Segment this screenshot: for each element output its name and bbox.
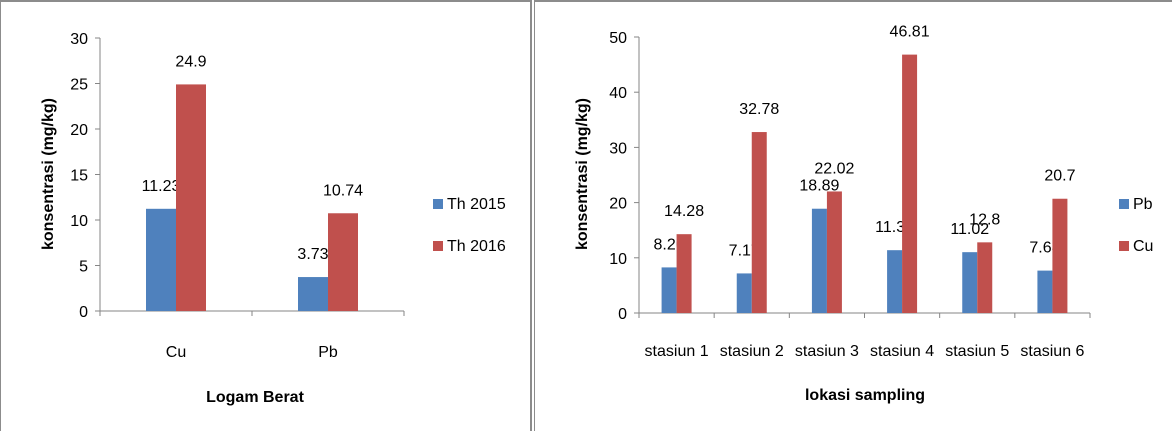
legend-swatch bbox=[433, 241, 443, 251]
y-axis-title: konsentrasi (mg/kg) bbox=[40, 98, 57, 250]
y-tick-label: 15 bbox=[70, 168, 88, 185]
bar-pb bbox=[736, 273, 752, 313]
legend-swatch bbox=[433, 199, 443, 209]
bar-cu bbox=[1052, 198, 1068, 313]
bar-th-2015 bbox=[146, 208, 176, 311]
legend-swatch bbox=[1119, 241, 1129, 251]
chart-panel-left: 0 5 10 15 20 25 30 Cu 11.23 24.9 Pb 3.73 10.74 Logam … bbox=[0, 0, 532, 431]
data-label: 3.73 bbox=[297, 246, 328, 263]
bar-th-2015 bbox=[298, 277, 328, 311]
x-category-label: stasiun 5 bbox=[945, 343, 1009, 360]
data-label: 10.74 bbox=[323, 182, 363, 199]
legend-label: Cu bbox=[1133, 238, 1153, 255]
data-label: 14.28 bbox=[664, 203, 704, 220]
bar-cu bbox=[676, 234, 692, 313]
y-axis-title: konsentrasi (mg/kg) bbox=[574, 98, 591, 250]
x-category-label: stasiun 4 bbox=[870, 343, 934, 360]
x-category-label: stasiun 1 bbox=[645, 343, 709, 360]
bar-cu bbox=[751, 132, 767, 313]
data-label: 32.78 bbox=[739, 101, 779, 118]
bar-pb bbox=[962, 252, 978, 313]
data-label: 11.02 bbox=[950, 221, 989, 238]
bar-pb bbox=[1037, 270, 1053, 313]
data-label: 20.7 bbox=[1044, 168, 1075, 185]
legend-label: Pb bbox=[1133, 196, 1153, 213]
x-axis-title: lokasi sampling bbox=[805, 387, 925, 404]
chart-left-svg: 0 5 10 15 20 25 30 Cu 11.23 24.9 Pb 3.73 10.74 Logam … bbox=[40, 31, 506, 406]
x-category-label: Cu bbox=[166, 344, 186, 361]
y-tick-label: 40 bbox=[609, 85, 627, 102]
x-category-label: stasiun 6 bbox=[1020, 343, 1084, 360]
y-tick-label: 30 bbox=[609, 140, 627, 157]
bar-pb bbox=[887, 250, 903, 313]
y-tick-label: 10 bbox=[609, 251, 627, 268]
y-tick-label: 0 bbox=[79, 304, 88, 321]
y-tick-label: 20 bbox=[70, 122, 88, 139]
x-category-label: stasiun 2 bbox=[720, 343, 784, 360]
bar-cu bbox=[826, 191, 842, 313]
legend-swatch bbox=[1119, 199, 1129, 209]
y-tick-label: 0 bbox=[618, 306, 627, 323]
y-tick-label: 10 bbox=[70, 213, 88, 230]
bar-cu bbox=[977, 242, 993, 313]
legend-label: Th 2016 bbox=[447, 238, 506, 255]
data-label: 18.89 bbox=[799, 178, 839, 195]
bar-pb bbox=[661, 267, 677, 313]
data-label: 11.23 bbox=[142, 178, 181, 195]
y-tick-label: 5 bbox=[79, 259, 88, 276]
y-tick-label: 50 bbox=[609, 30, 627, 47]
y-tick-label: 20 bbox=[609, 196, 627, 213]
data-label: 24.9 bbox=[175, 53, 206, 70]
y-tick-label: 25 bbox=[70, 77, 88, 94]
y-tick-label: 30 bbox=[70, 31, 88, 48]
bar-th-2016 bbox=[176, 84, 206, 311]
data-label: 46.81 bbox=[890, 24, 930, 41]
data-label: 22.02 bbox=[814, 160, 854, 177]
legend-label: Th 2015 bbox=[447, 196, 506, 213]
x-category-label: Pb bbox=[318, 344, 338, 361]
bar-pb bbox=[811, 208, 827, 313]
bar-cu bbox=[902, 54, 918, 314]
x-category-label: stasiun 3 bbox=[795, 343, 859, 360]
x-axis-title: Logam Berat bbox=[206, 389, 304, 406]
bar-th-2016 bbox=[328, 213, 358, 311]
chart-panel-right: 0 10 20 30 40 50 stasiun 1 8.26 14.28 stasiun 2 7.… bbox=[534, 0, 1172, 431]
data-label: 12.8 bbox=[969, 211, 1000, 228]
